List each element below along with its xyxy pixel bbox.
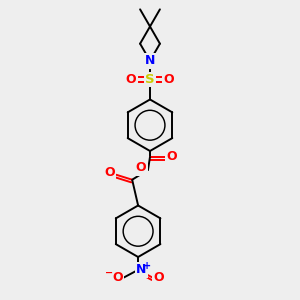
Text: O: O bbox=[126, 73, 136, 86]
Text: N: N bbox=[136, 263, 146, 276]
Text: O: O bbox=[136, 161, 146, 174]
Text: +: + bbox=[143, 261, 151, 271]
Text: O: O bbox=[154, 271, 164, 284]
Text: S: S bbox=[145, 73, 155, 86]
Text: −: − bbox=[105, 268, 113, 278]
Text: O: O bbox=[104, 166, 115, 179]
Text: O: O bbox=[112, 271, 123, 284]
Text: O: O bbox=[167, 150, 177, 164]
Text: N: N bbox=[145, 54, 155, 67]
Text: O: O bbox=[164, 73, 174, 86]
